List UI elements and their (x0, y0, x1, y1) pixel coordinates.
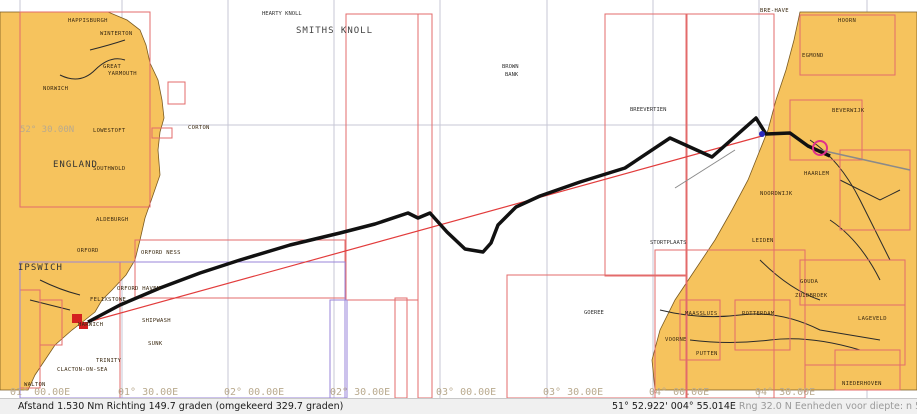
svg-text:BEVERWIJK: BEVERWIJK (832, 108, 865, 114)
svg-text:WINTERTON: WINTERTON (100, 31, 133, 37)
svg-text:02° 00.00E: 02° 00.00E (224, 387, 284, 398)
svg-text:VOORNE: VOORNE (665, 337, 687, 343)
longitude-labels: 01° 00.00E 01° 30.00E 02° 00.00E 02° 30.… (10, 387, 815, 398)
svg-text:SMITHS KNOLL: SMITHS KNOLL (296, 26, 373, 36)
svg-text:03° 00.00E: 03° 00.00E (436, 387, 496, 398)
svg-text:NIEDERHOVEN: NIEDERHOVEN (842, 381, 882, 387)
svg-text:ORFORD NESS: ORFORD NESS (141, 250, 181, 256)
svg-text:HOORN: HOORN (838, 18, 856, 24)
svg-text:IPSWICH: IPSWICH (18, 263, 63, 273)
range-depth-hint: Rng 32.0 N Eenheden voor diepte: n 5 (738, 401, 917, 412)
svg-text:LOWESTOFT: LOWESTOFT (93, 128, 126, 134)
svg-text:NORWICH: NORWICH (43, 86, 68, 92)
chart-coverage-frames (19, 11, 911, 398)
svg-text:01° 30.00E: 01° 30.00E (118, 387, 178, 398)
svg-text:BRE-HAVE: BRE-HAVE (760, 8, 789, 14)
svg-text:BANK: BANK (505, 72, 519, 78)
svg-text:CORTON: CORTON (188, 125, 210, 131)
svg-text:SUNK: SUNK (148, 341, 163, 347)
waypoint-circle-icon[interactable] (812, 140, 828, 156)
svg-text:ORFORD: ORFORD (77, 248, 99, 254)
svg-text:TRINITY: TRINITY (96, 358, 122, 364)
svg-text:HEARTY KNOLL: HEARTY KNOLL (262, 11, 302, 17)
svg-text:GREAT: GREAT (103, 64, 121, 70)
gps-track[interactable] (87, 116, 831, 324)
svg-text:ROTTERDAM: ROTTERDAM (742, 311, 775, 317)
svg-text:BROWN: BROWN (502, 64, 519, 70)
start-marker-icon[interactable] (72, 314, 88, 329)
svg-text:GOEREE: GOEREE (584, 310, 604, 316)
svg-text:ZUIDBROEK: ZUIDBROEK (795, 293, 828, 299)
svg-text:SOUTHWOLD: SOUTHWOLD (93, 166, 126, 172)
svg-text:01° 00.00E: 01° 00.00E (10, 387, 70, 398)
svg-text:HARWICH: HARWICH (78, 322, 103, 328)
svg-text:WALTON: WALTON (24, 382, 46, 388)
end-point-icon (759, 131, 765, 137)
svg-text:EGMOND: EGMOND (802, 53, 824, 59)
nautical-chart[interactable]: 52° 30.00N 01° 00.00E 01° 30.00E 02° 00.… (0, 0, 917, 398)
svg-text:CLACTON-ON-SEA: CLACTON-ON-SEA (57, 367, 108, 373)
planned-route[interactable] (87, 135, 763, 323)
chart-frames-purple (19, 261, 348, 398)
svg-text:ORFORD HAVEN: ORFORD HAVEN (117, 286, 160, 292)
bearing-line (674, 149, 736, 189)
position-readout: 51° 52.922' 004° 55.014E Rng 32.0 N Eenh… (612, 401, 917, 412)
svg-text:YARMOUTH: YARMOUTH (108, 71, 137, 77)
svg-text:MAASSLUIS: MAASSLUIS (685, 311, 718, 317)
svg-text:LAGEVELD: LAGEVELD (858, 316, 887, 322)
svg-text:02° 30.00E: 02° 30.00E (330, 387, 390, 398)
svg-text:STORTPLAATS: STORTPLAATS (650, 240, 686, 246)
land-england (0, 11, 165, 391)
svg-text:04° 30.00E: 04° 30.00E (755, 387, 815, 398)
svg-text:HAARLEM: HAARLEM (804, 171, 830, 177)
place-labels-england: HAPPISBURGH WINTERTON GREAT YARMOUTH NOR… (18, 18, 210, 388)
svg-text:BREEVERTIEN: BREEVERTIEN (630, 107, 666, 113)
distance-readout: Afstand 1.530 Nm Richting 149.7 graden (… (18, 401, 344, 412)
place-labels-sea: HEARTY KNOLL SMITHS KNOLL BROWN BANK BRE… (262, 11, 686, 316)
latitude-label: 52° 30.00N (20, 125, 74, 135)
svg-text:04° 00.00E: 04° 00.00E (649, 387, 709, 398)
svg-text:LEIDEN: LEIDEN (752, 238, 774, 244)
svg-text:GOUDA: GOUDA (800, 279, 818, 285)
svg-text:FELIXSTOWE: FELIXSTOWE (90, 297, 126, 303)
rivers (29, 39, 901, 351)
svg-text:HAPPISBURGH: HAPPISBURGH (68, 18, 108, 24)
place-labels-netherlands: BRE-HAVE HOORN BEVERWIJK HAARLEM NOORDWI… (665, 8, 887, 387)
land-netherlands (651, 11, 917, 391)
cursor-position: 51° 52.922' 004° 55.014E (612, 401, 736, 412)
svg-text:ALDEBURGH: ALDEBURGH (96, 217, 129, 223)
status-bar: Afstand 1.530 Nm Richting 149.7 graden (… (0, 398, 917, 414)
svg-text:SHIPWASH: SHIPWASH (142, 318, 171, 324)
harbour-line (819, 149, 911, 171)
svg-text:PUTTEN: PUTTEN (696, 351, 718, 357)
svg-text:03° 30.00E: 03° 30.00E (543, 387, 603, 398)
svg-text:ENGLAND: ENGLAND (53, 160, 98, 170)
svg-text:NOORDWIJK: NOORDWIJK (760, 191, 793, 197)
